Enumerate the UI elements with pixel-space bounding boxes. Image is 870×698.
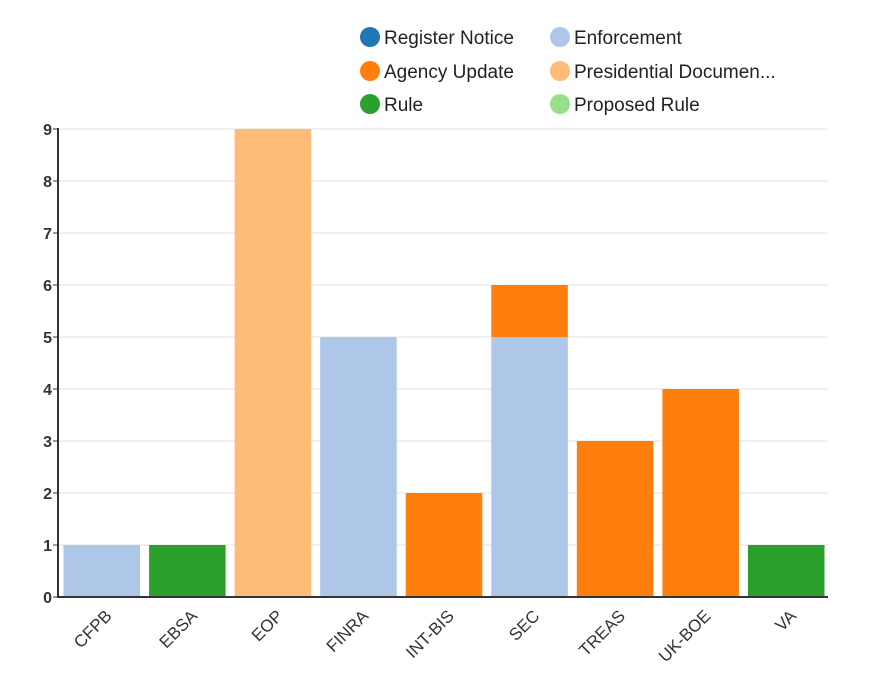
y-tick-label-0: 0 [43,590,52,607]
y-tick-label-1: 1 [43,538,52,555]
legend-label: Proposed Rule [574,95,700,116]
y-tick-label-2: 2 [43,486,52,503]
y-tick-label-9: 9 [43,122,52,139]
chart-legend: Register Notice Enforcement Agency Update P… [360,27,776,116]
bar-va-rule[interactable] [747,545,825,597]
legend-item-register-notice[interactable]: Register Notice [360,27,514,49]
legend-swatch-icon [360,61,380,81]
legend-item-enforcement[interactable]: Enforcement [550,27,682,49]
legend-swatch-icon [360,94,380,114]
chart-bars [63,129,825,597]
y-tick-label-3: 3 [43,434,52,451]
chart-gridlines [58,128,828,546]
legend-label: Agency Update [384,62,514,83]
x-tick-label-ebsa: EBSA [156,606,202,652]
bar-uk-boe-agency-update[interactable] [662,389,739,597]
y-axis-ticks: 0 1 2 3 4 5 6 7 8 9 [43,122,58,607]
bar-eop-presidential-documen[interactable] [234,129,312,597]
legend-item-proposed-rule[interactable]: Proposed Rule [550,94,700,116]
bar-finra-enforcement[interactable] [320,337,397,597]
y-tick-label-6: 6 [43,278,52,295]
y-tick-label-4: 4 [43,382,52,399]
legend-label: Register Notice [384,28,514,49]
bar-treas-agency-update[interactable] [576,441,654,597]
x-tick-label-cfpb: CFPB [70,606,115,651]
legend-swatch-icon [550,27,570,47]
x-tick-label-va: VA [771,606,800,635]
x-tick-label-treas: TREAS [575,606,629,660]
legend-item-presidential-documen[interactable]: Presidential Documen... [550,61,776,83]
legend-swatch-icon [550,61,570,81]
legend-swatch-icon [550,94,570,114]
bar-cfpb-enforcement[interactable] [63,545,141,597]
x-tick-label-uk-boe: UK-BOE [655,606,715,666]
x-tick-label-eop: EOP [248,606,287,645]
y-tick-label-7: 7 [43,226,52,243]
y-tick-label-5: 5 [43,330,52,347]
y-tick-label-8: 8 [43,174,52,191]
chart-axes [57,128,828,598]
x-tick-label-finra: FINRA [323,606,373,656]
legend-label: Enforcement [574,28,682,49]
x-axis-ticks: CFPB EBSA EOP FINRA INT-BIS SEC TREAS UK-BOE VA [70,606,800,666]
x-tick-label-int-bis: INT-BIS [402,606,458,662]
legend-item-agency-update[interactable]: Agency Update [360,61,514,83]
bar-sec-enforcement[interactable] [491,337,568,597]
legend-swatch-icon [360,27,380,47]
legend-item-rule[interactable]: Rule [360,94,423,116]
bar-ebsa-rule[interactable] [149,545,226,597]
legend-label: Presidential Documen... [574,62,776,83]
bar-int-bis-agency-update[interactable] [405,493,483,597]
x-tick-label-sec: SEC [505,606,543,644]
bar-sec-agency-update[interactable] [491,285,568,337]
legend-label: Rule [384,95,423,116]
